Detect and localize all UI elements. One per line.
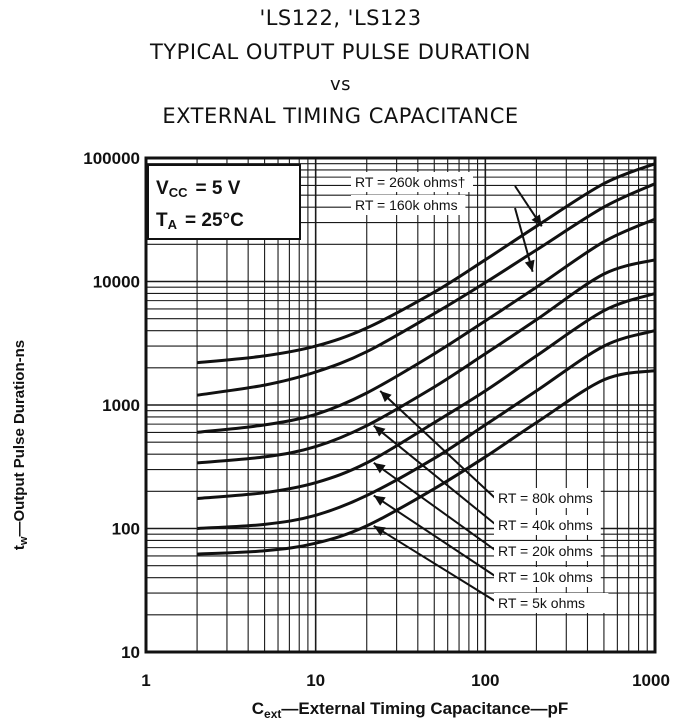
series-line — [196, 162, 656, 365]
series-label-bg — [494, 515, 601, 535]
x-tick-label: 10 — [306, 671, 325, 690]
series-label-bg — [494, 567, 601, 587]
x-axis-label: Cext—External Timing Capacitance—pF — [252, 699, 569, 721]
label-arrow-line — [373, 494, 496, 577]
series-label: RT = 20k ohms — [498, 543, 593, 559]
curves — [196, 162, 656, 556]
series-line — [196, 217, 656, 434]
series-label: RT = 160k ohms — [355, 197, 458, 213]
label-arrow-line — [379, 390, 496, 499]
chart-title-line2: TYPICAL OUTPUT PULSE DURATION — [150, 40, 531, 64]
series-label-bg — [494, 593, 609, 613]
x-tick-label: 1 — [141, 671, 150, 690]
series-line — [197, 329, 656, 530]
series-line — [196, 292, 656, 500]
label-arrow-head — [373, 425, 386, 437]
series-label: RT = 10k ohms — [498, 569, 593, 585]
series-label: RT = 260k ohms† — [355, 174, 465, 190]
x-tick-labels: 1 10 100 1000 — [141, 671, 670, 690]
series-label: RT = 40k ohms — [498, 517, 593, 533]
series-label-bg — [494, 488, 601, 508]
label-arrow-line — [514, 207, 534, 272]
plot-frame — [144, 156, 657, 654]
x-tick-label: 100 — [471, 671, 499, 690]
series-labels: RT = 260k ohms† RT = 160k ohms RT = 80k oh… — [351, 172, 609, 613]
label-arrow-head — [373, 495, 386, 506]
conditions-box: VCC = 5 V TA = 25°C — [147, 164, 301, 240]
y-tick-label: 10000 — [93, 273, 140, 292]
series-label-bg — [494, 541, 601, 561]
label-arrow-head — [373, 525, 386, 536]
label-arrow-head — [524, 259, 535, 272]
y-tick-label: 10 — [121, 643, 140, 662]
y-axis-label: tw—Output Pulse Duration-ns — [11, 340, 30, 550]
series-label: RT = 80k ohms — [498, 490, 593, 506]
series-label-bg — [351, 195, 466, 215]
series-line — [197, 369, 656, 556]
x-tick-label: 1000 — [632, 671, 670, 690]
label-arrow-line — [373, 525, 496, 602]
series-line — [196, 182, 656, 397]
label-arrow-line — [373, 462, 496, 551]
chart-title-line3: vs — [329, 74, 352, 95]
ta-condition: TA = 25°C — [156, 210, 244, 232]
chart-title-line1: 'LS122, 'LS123 — [259, 6, 422, 30]
y-tick-label: 100 — [112, 520, 140, 539]
series-line — [196, 258, 656, 465]
label-arrow-head — [373, 462, 386, 474]
label-arrow-head — [380, 390, 392, 403]
chart-title-line4: EXTERNAL TIMING CAPACITANCE — [162, 104, 519, 128]
label-arrow-head — [531, 214, 542, 227]
grid — [146, 158, 655, 652]
y-tick-label: 1000 — [102, 396, 140, 415]
vcc-condition: VCC = 5 V — [156, 178, 241, 200]
series-label-bg — [351, 172, 473, 192]
label-arrows — [373, 185, 543, 602]
series-label: RT = 5k ohms — [498, 595, 585, 611]
label-arrow-line — [373, 424, 496, 525]
y-tick-label: 100000 — [83, 149, 140, 168]
y-tick-labels: 10 100 1000 10000 100000 — [83, 149, 140, 662]
